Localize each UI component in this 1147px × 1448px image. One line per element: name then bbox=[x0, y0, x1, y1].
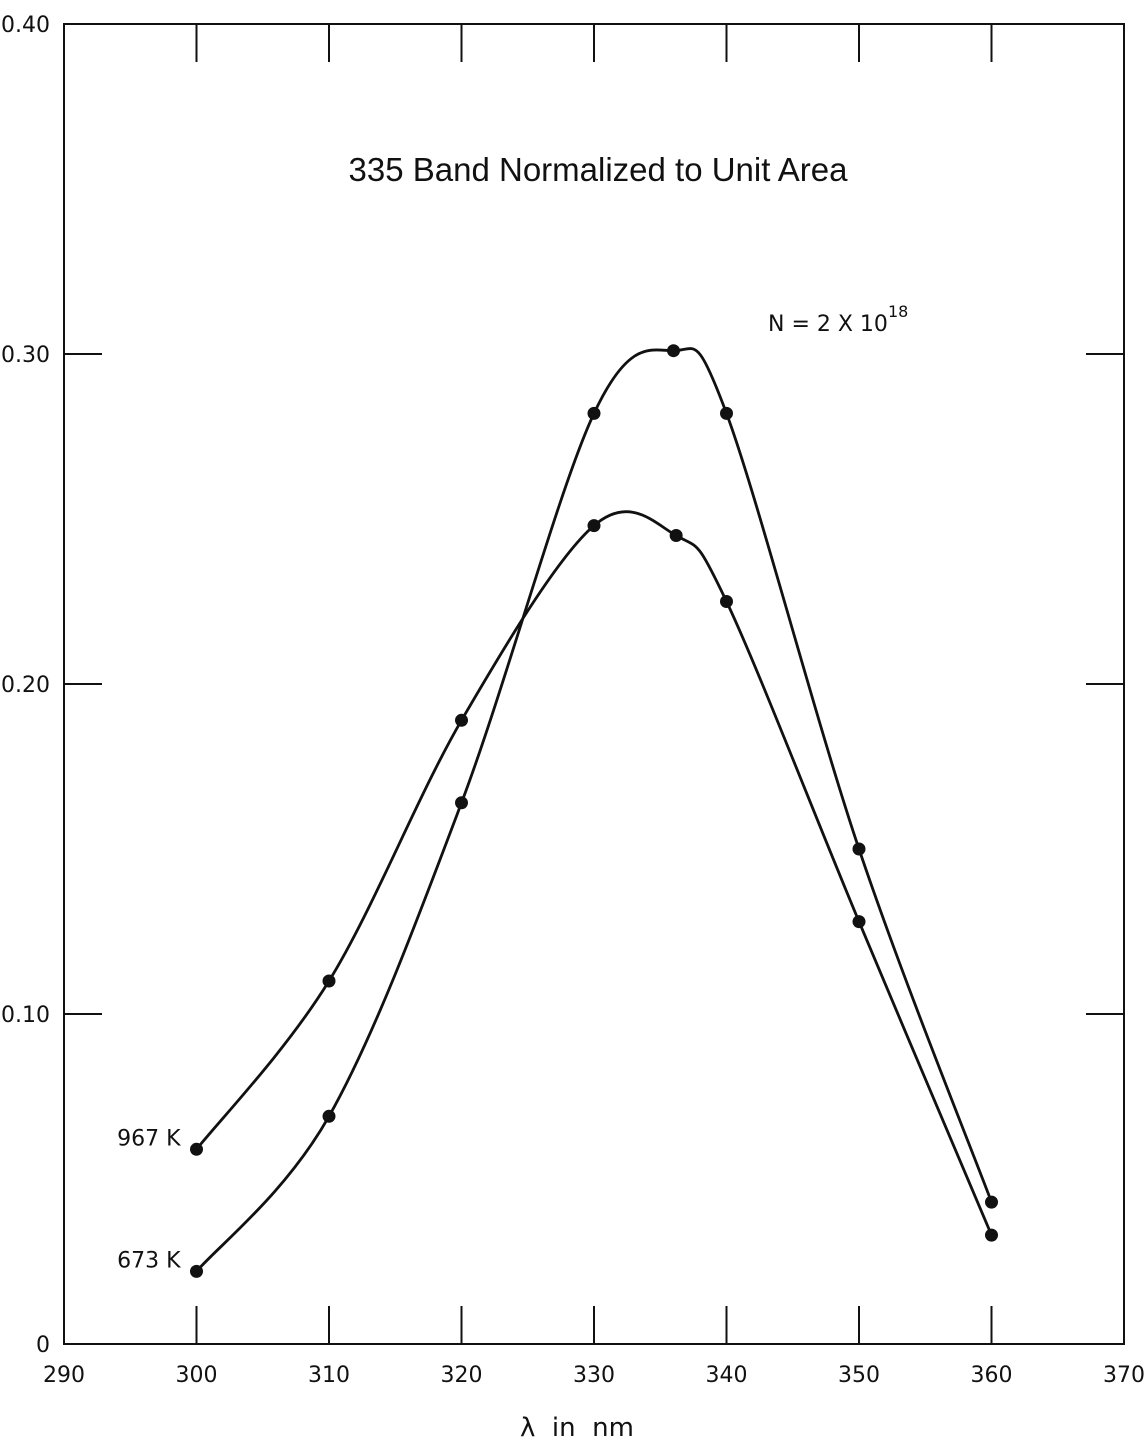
chart-title: 335 Band Normalized to Unit Area bbox=[349, 151, 849, 188]
data-point bbox=[322, 974, 336, 988]
density-annotation: N = 2 X 1018 bbox=[768, 302, 908, 337]
y-tick-label: 0.40 bbox=[1, 13, 50, 38]
density-annotation-exponent: 18 bbox=[888, 302, 908, 321]
x-tick-label: 340 bbox=[706, 1363, 748, 1388]
data-point bbox=[190, 1264, 203, 1278]
x-axis-label: λ in nm bbox=[520, 1413, 634, 1443]
x-tick-label: 310 bbox=[308, 1363, 350, 1388]
x-tick-label: 350 bbox=[838, 1363, 880, 1388]
y-tick-label: 0.30 bbox=[1, 343, 50, 368]
y-tick-label: 0.20 bbox=[1, 673, 50, 698]
data-point bbox=[669, 529, 683, 542]
density-annotation-base: N = 2 X 10 bbox=[768, 312, 888, 337]
series-curves bbox=[195, 347, 993, 1273]
data-points bbox=[190, 344, 998, 1278]
data-point bbox=[852, 915, 866, 929]
data-point bbox=[455, 796, 468, 810]
series-labels: 967 K 673 K bbox=[117, 1126, 181, 1273]
x-tick-label: 330 bbox=[573, 1363, 615, 1388]
data-point bbox=[720, 406, 733, 420]
x-tick-label: 290 bbox=[43, 1363, 85, 1388]
data-point bbox=[587, 406, 601, 420]
data-point bbox=[667, 344, 680, 358]
plot-frame bbox=[63, 23, 1125, 1345]
series-label-1: 967 K bbox=[117, 1126, 181, 1151]
data-point bbox=[985, 1195, 998, 1209]
x-tick-label: 360 bbox=[971, 1363, 1013, 1388]
data-point bbox=[720, 595, 733, 608]
x-tick-labels: 290 300 310 320 330 340 350 360 370 bbox=[43, 1363, 1145, 1388]
series-line-2 bbox=[195, 347, 993, 1273]
y-tick-label: 0.10 bbox=[1, 1003, 50, 1028]
y-tick-labels: 0 0.10 0.20 0.30 0.40 bbox=[1, 13, 50, 1358]
axis-ticks bbox=[64, 24, 1124, 1344]
y-tick-label: 0 bbox=[36, 1333, 50, 1358]
data-point bbox=[852, 842, 866, 856]
data-point bbox=[322, 1109, 336, 1123]
x-tick-label: 320 bbox=[441, 1363, 483, 1388]
data-point bbox=[587, 519, 601, 533]
series-label-2: 673 K bbox=[117, 1248, 181, 1273]
data-point bbox=[455, 713, 468, 727]
x-tick-label: 370 bbox=[1103, 1363, 1145, 1388]
data-point bbox=[190, 1142, 203, 1156]
x-tick-label: 300 bbox=[176, 1363, 218, 1388]
series-line-1 bbox=[195, 510, 993, 1236]
data-point bbox=[985, 1228, 998, 1242]
